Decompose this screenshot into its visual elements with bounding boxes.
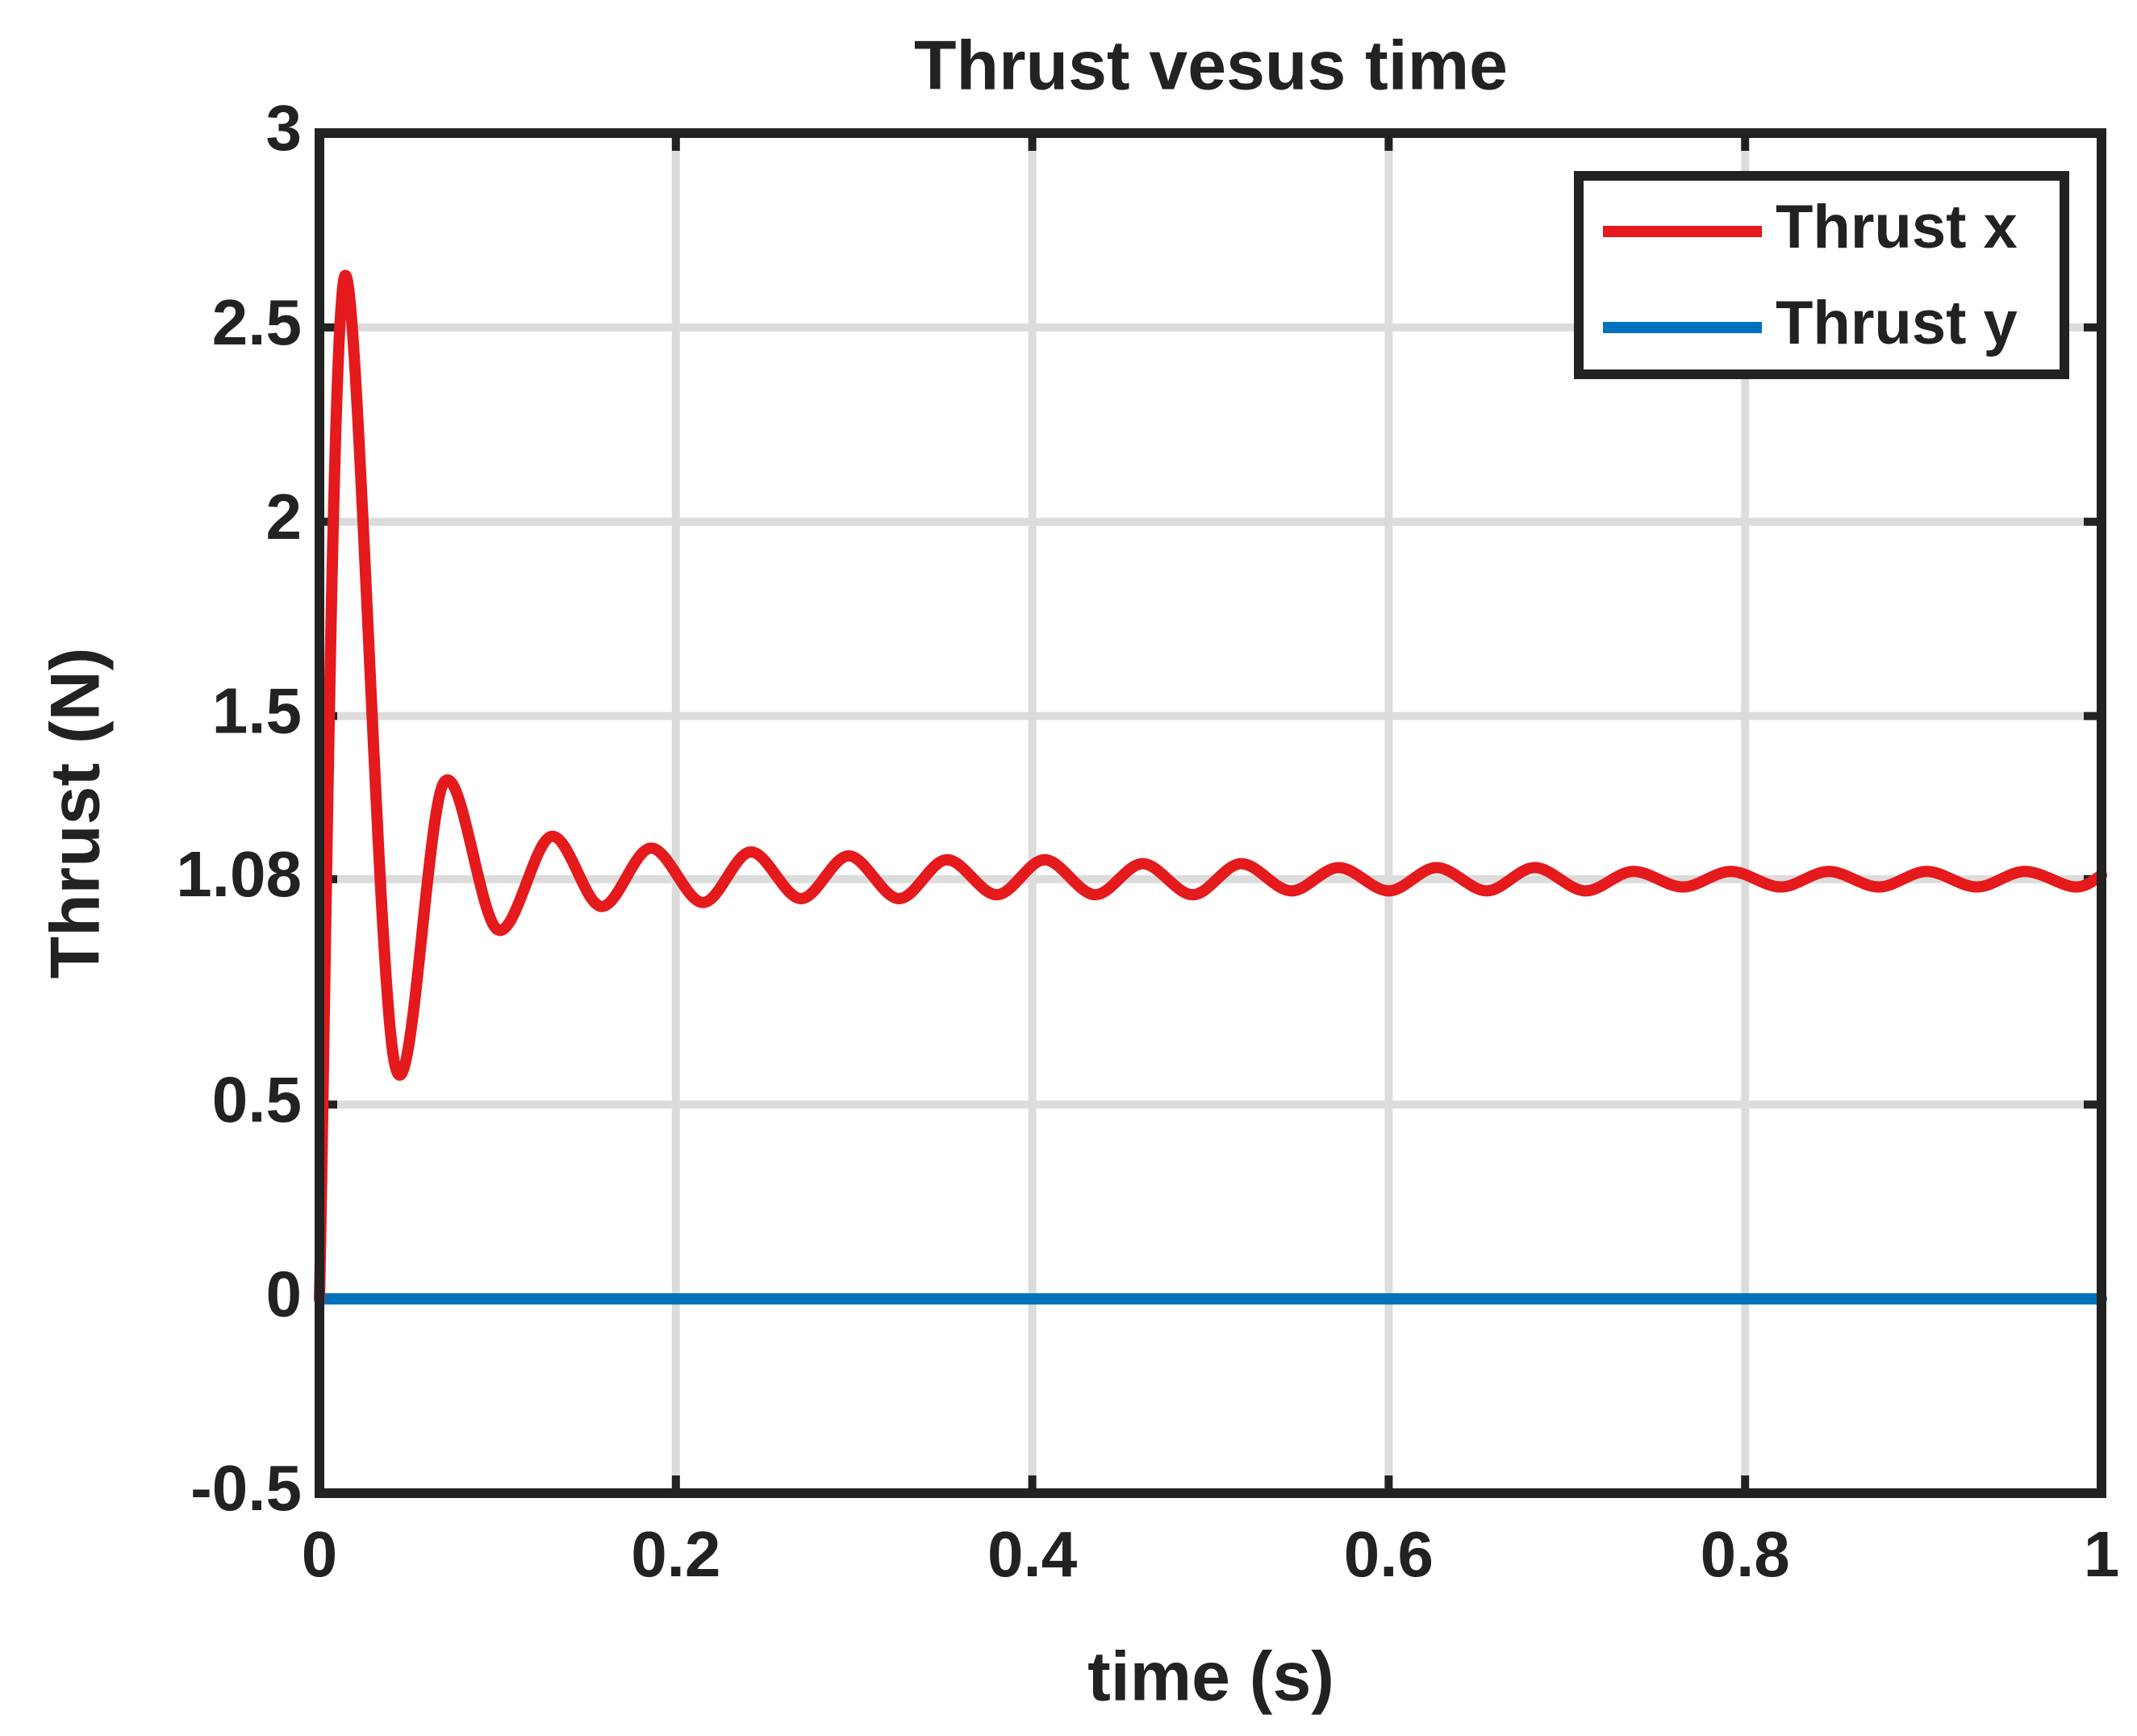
- axes-box: [315, 128, 2106, 1498]
- x-tick-label: 0.2: [631, 1518, 720, 1590]
- chart-title: Thrust vesus time: [914, 27, 1508, 105]
- x-tick-label: 1: [2084, 1518, 2120, 1590]
- y-tick-label: 1.08: [176, 838, 302, 910]
- y-axis-label: Thrust (N): [37, 648, 115, 979]
- x-tick-label: 0.6: [1344, 1518, 1434, 1590]
- y-tick-label: 0.5: [212, 1063, 302, 1135]
- x-tick-label: 0.4: [987, 1518, 1078, 1590]
- legend: Thrust x Thrust y: [1574, 171, 2069, 379]
- legend-label: Thrust y: [1776, 289, 2018, 357]
- x-tick-label: 0.8: [1701, 1518, 1790, 1590]
- y-tick-label: 3: [266, 92, 303, 164]
- y-tick-label: 0: [266, 1258, 303, 1329]
- x-axis-label: time (s): [1087, 1638, 1334, 1716]
- y-tick-label: 2.5: [212, 286, 302, 358]
- y-tick-label: -0.5: [190, 1452, 302, 1524]
- x-tick-label: 0: [302, 1518, 338, 1590]
- legend-box: [1574, 171, 2069, 379]
- legend-label: Thrust x: [1776, 193, 2018, 261]
- y-tick-label: 1.5: [212, 675, 302, 747]
- plot-area: [314, 269, 2107, 1305]
- line-series: [314, 269, 2107, 1305]
- y-tick-label: 2: [266, 481, 303, 553]
